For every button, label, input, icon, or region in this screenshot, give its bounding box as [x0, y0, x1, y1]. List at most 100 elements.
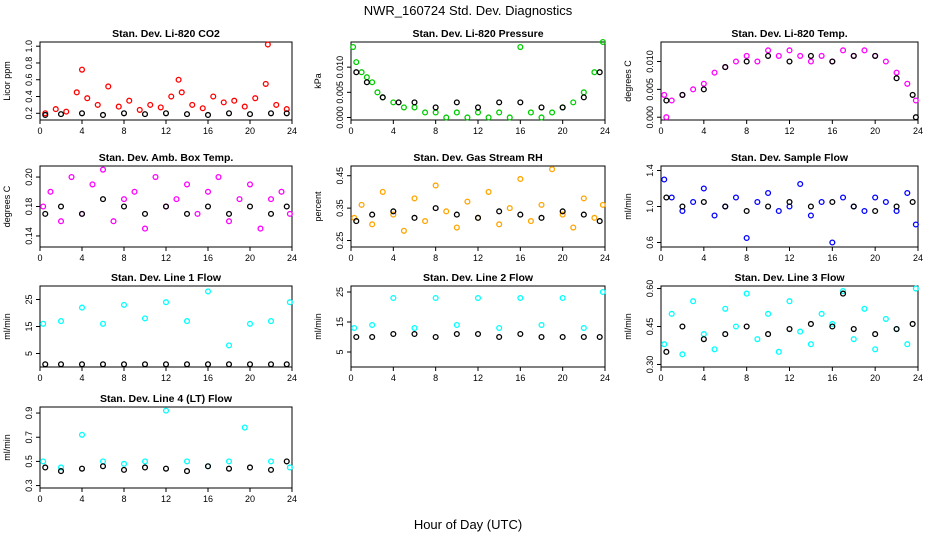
overlay-point — [42, 111, 49, 119]
chart-title: Stan. Dev. Amb. Box Temp. — [99, 152, 234, 164]
data-point — [267, 318, 275, 325]
data-point — [517, 175, 524, 183]
overlay-point — [722, 203, 729, 210]
y-axis-label: kPa — [313, 73, 323, 89]
y-tick-label: 0.4 — [24, 90, 34, 103]
x-tick-label: 24 — [600, 253, 610, 263]
y-axis-label: ml/min — [623, 193, 633, 220]
y-tick-label: 0.45 — [335, 167, 345, 185]
data-point — [527, 109, 534, 116]
overlay-point — [204, 111, 212, 119]
data-point — [286, 464, 293, 471]
overlay-point — [78, 210, 86, 217]
data-point — [78, 304, 86, 311]
overlay-point — [353, 218, 360, 225]
overlay-point — [99, 463, 107, 470]
data-point — [464, 198, 471, 205]
y-tick-label: 0.25 — [335, 232, 345, 250]
data-point — [690, 86, 697, 93]
x-tick-label: 12 — [784, 373, 794, 383]
data-point — [453, 109, 460, 116]
overlay-point — [453, 99, 460, 106]
x-tick-label: 16 — [203, 494, 213, 504]
data-point — [711, 69, 718, 76]
y-axis-label: ml/min — [313, 313, 323, 340]
overlay-series — [42, 110, 290, 119]
overlay-point — [663, 97, 670, 104]
data-point — [732, 323, 740, 330]
data-point — [797, 180, 804, 188]
overlay-point — [679, 323, 686, 330]
overlay-point — [283, 110, 290, 117]
y-tick-label: 0.010 — [335, 56, 345, 79]
chart-line1: Stan. Dev. Line 1 Flow ml/min 0 4 8 12 16 20 24 5… — [2, 272, 297, 383]
data-point — [105, 83, 112, 90]
x-tick-label: 8 — [744, 126, 749, 136]
data-point — [474, 109, 482, 116]
chart-title: Stan. Dev. Li-820 CO2 — [112, 28, 220, 40]
x-tick-label: 4 — [391, 373, 396, 383]
x-tick-label: 4 — [79, 253, 84, 263]
plot-frame — [660, 165, 919, 248]
y-axis-label: degrees C — [2, 185, 12, 227]
data-point — [204, 188, 212, 195]
data-point — [443, 114, 450, 121]
x-tick-label: 16 — [203, 126, 213, 136]
data-series — [350, 38, 606, 121]
data-point — [485, 114, 492, 121]
plot-frame — [350, 41, 606, 121]
data-point — [141, 315, 149, 322]
data-point — [351, 324, 358, 332]
overlay-point — [432, 104, 439, 111]
chart-sample_flow: Stan. Dev. Sample Flow ml/min 0 4 8 12 16 20 24 0… — [623, 152, 923, 263]
overlay-point — [872, 331, 879, 338]
y-tick-label: 1.4 — [645, 164, 655, 177]
overlay-point — [559, 208, 566, 215]
data-point — [40, 203, 47, 210]
overlay-point — [893, 75, 900, 82]
chart-box_temp: Stan. Dev. Amb. Box Temp. degrees C 0 4 8 12 1… — [2, 152, 297, 263]
overlay-point — [700, 198, 707, 206]
overlay-point — [162, 465, 170, 472]
overlay-point — [57, 361, 65, 368]
data-series — [40, 407, 293, 471]
data-point — [432, 294, 439, 302]
overlay-point — [496, 208, 503, 215]
y-tick-label: 0.18 — [24, 198, 34, 216]
data-series — [42, 41, 290, 117]
data-point — [775, 348, 782, 355]
overlay-point — [559, 333, 566, 341]
overlay-point — [850, 203, 857, 210]
data-point — [743, 234, 750, 242]
data-point — [850, 336, 857, 343]
data-point — [152, 173, 159, 181]
overlay-point — [246, 203, 254, 210]
data-point — [183, 318, 191, 325]
data-point — [57, 318, 65, 325]
data-point — [390, 99, 397, 106]
data-point — [711, 346, 718, 353]
x-tick-label: 0 — [37, 253, 42, 263]
overlay-point — [743, 207, 750, 215]
overlay-point — [786, 58, 793, 65]
overlay-point — [411, 214, 418, 221]
page-title: NWR_160724 Std. Dev. Diagnostics — [363, 3, 573, 18]
x-tick-label: 4 — [701, 126, 706, 136]
data-point — [400, 227, 407, 234]
x-tick-label: 12 — [161, 494, 171, 504]
data-point — [411, 195, 418, 202]
x-tick-label: 8 — [433, 373, 438, 383]
data-point — [136, 106, 143, 113]
overlay-point — [538, 333, 545, 341]
overlay-point — [700, 336, 707, 343]
overlay-point — [872, 207, 879, 215]
overlay-point — [829, 323, 836, 330]
overlay-point — [580, 94, 587, 101]
overlay-point — [909, 91, 916, 98]
data-point — [754, 58, 761, 65]
plot-frame — [660, 41, 919, 121]
x-tick-label: 16 — [827, 126, 837, 136]
overlay-point — [474, 214, 482, 221]
data-point — [141, 225, 149, 232]
